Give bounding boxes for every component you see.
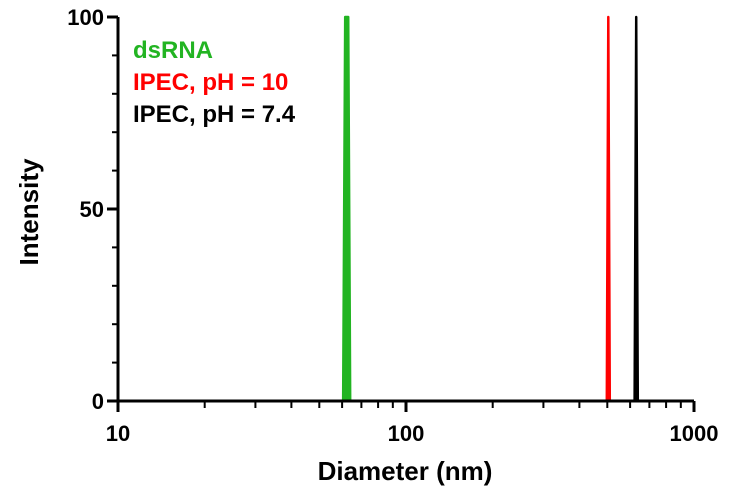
legend-entry: IPEC, pH = 7.4 xyxy=(133,101,296,128)
series-2 xyxy=(633,15,640,403)
legend: dsRNA IPEC, pH = 10 IPEC, pH = 7.4 xyxy=(133,37,296,128)
y-axis-title: Intensity xyxy=(14,158,44,265)
legend-entry: dsRNA xyxy=(133,37,213,64)
x-axis-title: Diameter (nm) xyxy=(318,456,493,486)
series-line-0 xyxy=(341,15,352,403)
series-line-2 xyxy=(633,15,640,403)
y-tick-label: 100 xyxy=(67,5,104,30)
y-tick-label: 0 xyxy=(92,389,104,414)
legend-entry: IPEC, pH = 10 xyxy=(133,69,288,96)
series-1 xyxy=(605,15,612,403)
x-tick-label: 100 xyxy=(388,421,425,446)
x-tick-label: 1000 xyxy=(670,421,719,446)
ticks-layer: 10 100 1000 0 50 100 xyxy=(67,5,718,446)
series-0 xyxy=(341,15,352,403)
y-tick-label: 50 xyxy=(80,197,104,222)
series-layer xyxy=(341,15,640,403)
series-line-1 xyxy=(605,15,612,403)
x-tick-label: 10 xyxy=(106,421,130,446)
